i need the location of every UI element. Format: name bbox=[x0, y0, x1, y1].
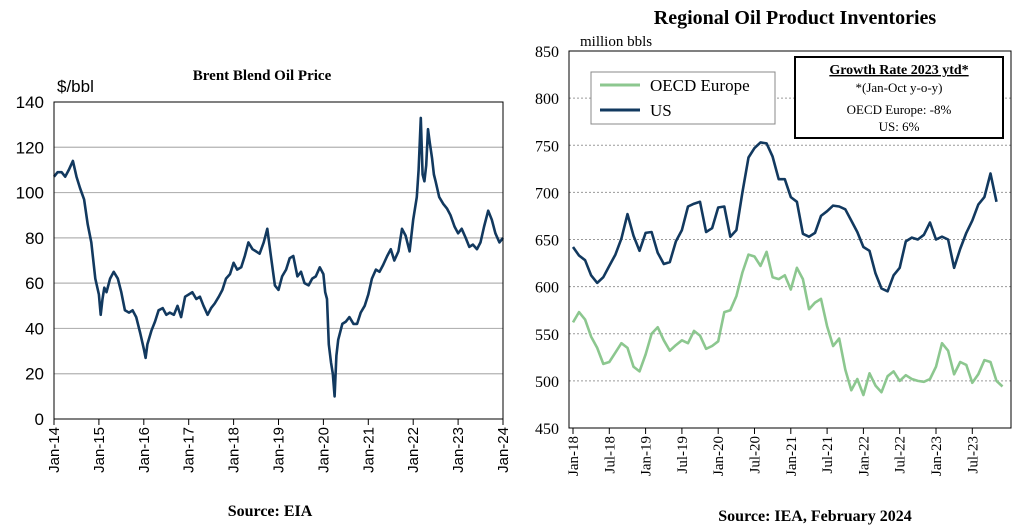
inventories-x-tick-label: Jul-23 bbox=[965, 436, 981, 474]
brent-x-tick-label: Jan-20 bbox=[315, 427, 332, 473]
inventories-x-tick-label: Jan-21 bbox=[784, 436, 800, 476]
inventories-x-tick-label: Jan-20 bbox=[711, 436, 727, 476]
inventories-source: Source: IEA, February 2024 bbox=[718, 508, 911, 525]
brent-x-tick-label: Jan-19 bbox=[271, 427, 288, 473]
annotation-us: US: 6% bbox=[879, 119, 920, 134]
brent-y-tick-label: 40 bbox=[25, 319, 44, 338]
brent-y-tick-label: 20 bbox=[25, 365, 44, 384]
brent-x-ticks: Jan-14 Jan-15 Jan-16 Jan-17 Jan-18 Jan-19 Jan-… bbox=[46, 419, 512, 473]
inventories-legend: OECD Europe US bbox=[590, 71, 776, 125]
inventories-y-ticks: 450 500 550 600 650 700 750 800 850 bbox=[535, 44, 559, 438]
inventories-x-tick-label: Jan-23 bbox=[929, 436, 945, 476]
inventories-y-tick-label: 800 bbox=[535, 91, 559, 108]
annotation-oecd-europe: OECD Europe: -8% bbox=[847, 102, 952, 117]
brent-x-tick-label: Jan-16 bbox=[136, 427, 153, 473]
inventories-y-axis-label: million bbls bbox=[580, 34, 652, 50]
inventories-x-tick-label: Jul-22 bbox=[893, 436, 909, 474]
legend-label-oecd-europe: OECD Europe bbox=[650, 76, 750, 95]
oecd-europe-line bbox=[571, 250, 1004, 397]
annotation-title: Growth Rate 2023 ytd* bbox=[829, 63, 968, 78]
inventories-y-tick-label: 750 bbox=[535, 138, 559, 155]
inventories-y-tick-label: 850 bbox=[535, 44, 559, 61]
brent-price-line bbox=[52, 116, 505, 398]
brent-x-tick-label: Jan-24 bbox=[495, 427, 512, 473]
brent-source: Source: EIA bbox=[228, 503, 313, 520]
brent-chart-title: Brent Blend Oil Price bbox=[193, 68, 332, 84]
inventories-x-ticks: Jan-18 Jul-18 Jan-19 Jul-19 Jan-20 Jul-20 Jan-… bbox=[566, 428, 981, 476]
brent-y-tick-label: 80 bbox=[25, 229, 44, 248]
brent-x-tick-label: Jan-14 bbox=[46, 427, 63, 473]
us-line bbox=[571, 141, 998, 293]
brent-y-tick-label: 0 bbox=[35, 410, 44, 429]
brent-y-tick-label: 60 bbox=[25, 274, 44, 293]
annotation-subtitle: *(Jan-Oct y-o-y) bbox=[856, 80, 943, 95]
inventories-y-tick-label: 550 bbox=[535, 327, 559, 344]
brent-x-tick-label: Jan-18 bbox=[226, 427, 243, 473]
brent-y-tick-label: 120 bbox=[16, 138, 44, 157]
inventories-x-tick-label: Jan-19 bbox=[639, 436, 655, 476]
inventories-y-tick-label: 650 bbox=[535, 233, 559, 250]
inventories-x-tick-label: Jul-18 bbox=[602, 436, 618, 474]
legend-box bbox=[590, 71, 776, 125]
brent-y-tick-label: 140 bbox=[16, 93, 44, 112]
inventories-y-tick-label: 450 bbox=[535, 421, 559, 438]
brent-y-ticks: 0 20 40 60 80 100 120 140 bbox=[16, 93, 44, 429]
brent-x-tick-label: Jan-22 bbox=[405, 427, 422, 473]
brent-x-tick-label: Jan-21 bbox=[360, 427, 377, 473]
inventories-x-tick-label: Jan-18 bbox=[566, 436, 582, 476]
brent-y-tick-label: 100 bbox=[16, 184, 44, 203]
brent-x-tick-label: Jan-23 bbox=[450, 427, 467, 473]
inventories-y-tick-label: 700 bbox=[535, 185, 559, 202]
inventories-x-tick-label: Jul-19 bbox=[675, 436, 691, 474]
inventories-x-tick-label: Jan-22 bbox=[856, 436, 872, 476]
inventories-chart-title: Regional Oil Product Inventories bbox=[654, 7, 937, 29]
brent-plot-frame bbox=[53, 101, 504, 420]
inventories-y-tick-label: 500 bbox=[535, 374, 559, 391]
legend-label-us: US bbox=[650, 101, 672, 120]
inventories-plot-frame bbox=[568, 50, 1012, 429]
brent-y-axis-label: $/bbl bbox=[57, 77, 94, 96]
inventories-x-tick-label: Jul-21 bbox=[820, 436, 836, 474]
brent-x-tick-label: Jan-15 bbox=[91, 427, 108, 473]
inventories-y-tick-label: 600 bbox=[535, 280, 559, 297]
inventories-x-tick-label: Jul-20 bbox=[748, 436, 764, 474]
growth-rate-annotation: Growth Rate 2023 ytd* *(Jan-Oct y-o-y) O… bbox=[794, 56, 1004, 139]
brent-x-tick-label: Jan-17 bbox=[181, 427, 198, 473]
annotation-box bbox=[794, 56, 1004, 139]
